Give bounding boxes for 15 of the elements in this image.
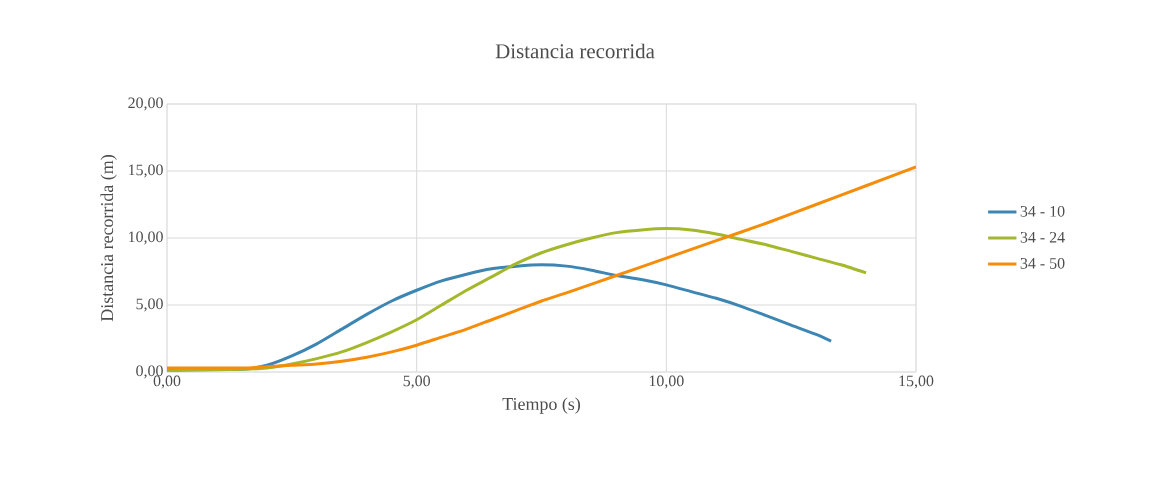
x-tick-label: 5,00 bbox=[403, 375, 431, 389]
y-tick-label: 5,00 bbox=[136, 298, 163, 312]
x-tick-label: 10,00 bbox=[649, 375, 684, 389]
y-tick-label: 20,00 bbox=[128, 97, 163, 111]
legend-label: 34 - 24 bbox=[1020, 231, 1065, 243]
legend-label: 34 - 50 bbox=[1020, 257, 1065, 269]
y-tick-label: 10,00 bbox=[129, 231, 163, 245]
y-axis-title: Distancia recorrida (m) bbox=[100, 155, 117, 322]
chart-title: Distancia recorrida bbox=[495, 43, 655, 59]
legend-label: 34 - 10 bbox=[1020, 205, 1065, 217]
x-axis-title: Tiempo (s) bbox=[502, 397, 580, 414]
y-tick-label: 15,00 bbox=[129, 164, 163, 178]
x-tick-label: 15,00 bbox=[899, 375, 934, 389]
line-series bbox=[167, 227, 868, 372]
line-series bbox=[167, 165, 917, 370]
